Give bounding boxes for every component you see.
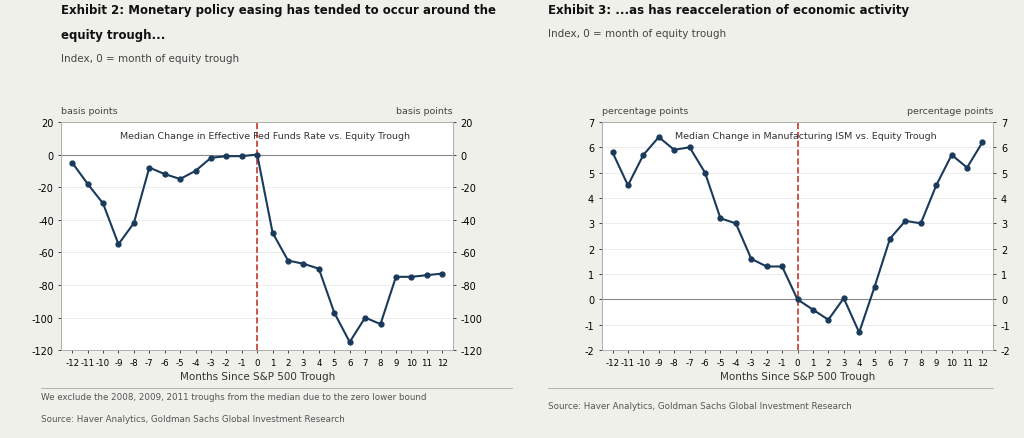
Text: percentage points: percentage points [907,107,993,116]
Text: Median Change in Effective Fed Funds Rate vs. Equity Trough: Median Change in Effective Fed Funds Rat… [120,132,410,141]
Text: We exclude the 2008, 2009, 2011 troughs from the median due to the zero lower bo: We exclude the 2008, 2009, 2011 troughs … [41,392,426,401]
X-axis label: Months Since S&P 500 Trough: Months Since S&P 500 Trough [720,371,876,381]
X-axis label: Months Since S&P 500 Trough: Months Since S&P 500 Trough [179,371,335,381]
Text: Index, 0 = month of equity trough: Index, 0 = month of equity trough [548,28,726,39]
Text: basis points: basis points [396,107,453,116]
Text: basis points: basis points [61,107,118,116]
Text: equity trough...: equity trough... [61,28,166,42]
Text: Source: Haver Analytics, Goldman Sachs Global Investment Research: Source: Haver Analytics, Goldman Sachs G… [548,401,852,410]
Text: Median Change in Manufacturing ISM vs. Equity Trough: Median Change in Manufacturing ISM vs. E… [675,132,936,141]
Text: Index, 0 = month of equity trough: Index, 0 = month of equity trough [61,53,240,64]
Text: percentage points: percentage points [602,107,688,116]
Text: Exhibit 3: ...as has reacceleration of economic activity: Exhibit 3: ...as has reacceleration of e… [548,4,909,18]
Text: Exhibit 2: Monetary policy easing has tended to occur around the: Exhibit 2: Monetary policy easing has te… [61,4,497,18]
Text: Source: Haver Analytics, Goldman Sachs Global Investment Research: Source: Haver Analytics, Goldman Sachs G… [41,414,345,423]
